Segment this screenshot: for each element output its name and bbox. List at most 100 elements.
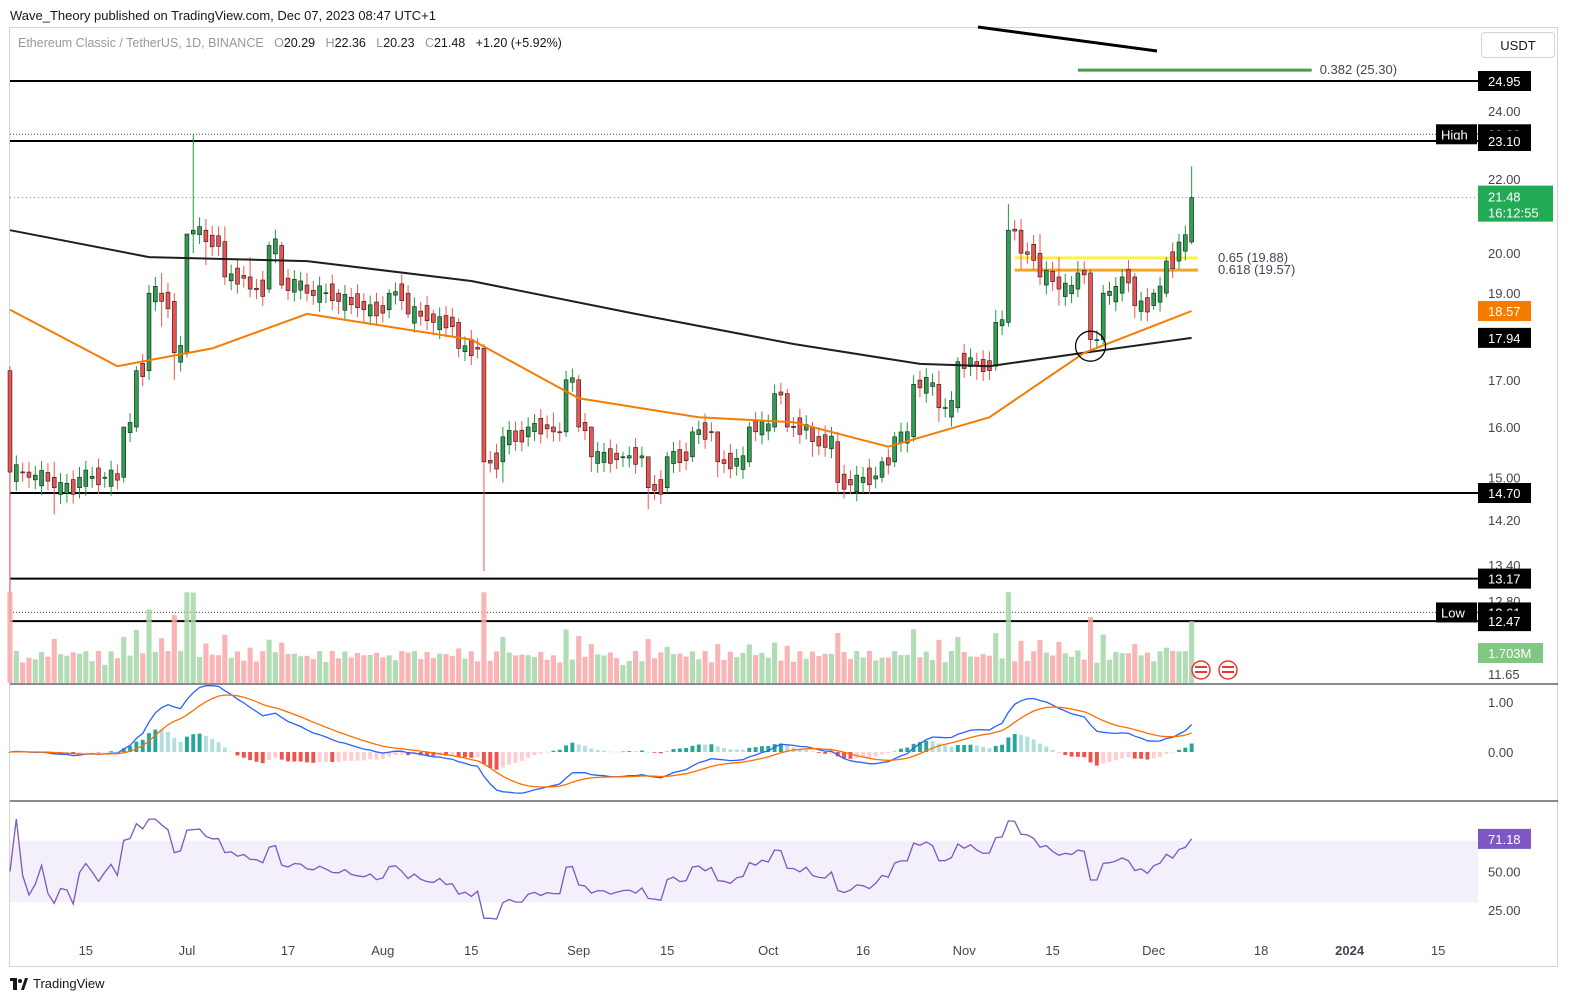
candle-body bbox=[677, 449, 683, 463]
candle-body bbox=[190, 229, 196, 235]
volume-bar bbox=[778, 660, 784, 683]
volume-bar bbox=[879, 657, 885, 683]
volume-bar bbox=[948, 651, 955, 683]
volume-bar bbox=[576, 636, 582, 683]
macd-histogram-bar bbox=[153, 729, 158, 752]
price-axis-tick: 24.00 bbox=[1488, 104, 1521, 119]
macd-histogram-bar bbox=[1120, 752, 1125, 759]
volume-bar bbox=[253, 661, 259, 683]
candle-body bbox=[311, 289, 316, 296]
volume-series bbox=[7, 592, 1195, 683]
macd-histogram-bar bbox=[513, 752, 518, 763]
macd-histogram-bar bbox=[759, 746, 764, 752]
rsi-axis-tick: 50.00 bbox=[1488, 865, 1521, 880]
candle-body bbox=[197, 226, 202, 235]
macd-histogram-bar bbox=[671, 749, 676, 752]
price-tag-label: 14.70 bbox=[1488, 486, 1521, 501]
macd-histogram-bar bbox=[557, 749, 562, 752]
tradingview-logo-icon bbox=[10, 977, 28, 990]
volume-bar bbox=[1005, 592, 1011, 683]
macd-histogram-bar bbox=[1113, 752, 1118, 761]
macd-histogram-bar bbox=[633, 751, 638, 752]
volume-bar bbox=[266, 639, 272, 683]
macd-histogram-bar bbox=[734, 749, 739, 752]
volume-bar bbox=[569, 659, 575, 683]
volume-bar bbox=[1170, 650, 1176, 683]
macd-histogram-bar bbox=[1069, 752, 1074, 757]
candle-body bbox=[1100, 292, 1106, 340]
time-axis-tick: 15 bbox=[79, 943, 93, 958]
volume-bar bbox=[765, 657, 771, 683]
volume-bar bbox=[866, 650, 872, 683]
volume-bar bbox=[1087, 617, 1094, 683]
volume-bar bbox=[753, 655, 759, 683]
candle-body bbox=[209, 234, 215, 248]
volume-bar bbox=[892, 651, 898, 683]
macd-histogram-bar bbox=[387, 752, 392, 757]
price-axis-tick: 15.00 bbox=[1488, 470, 1521, 485]
candle-body bbox=[77, 476, 82, 489]
volume-bar bbox=[1106, 659, 1113, 683]
candle-body bbox=[740, 455, 746, 470]
macd-histogram-bar bbox=[665, 750, 670, 752]
volume-bar bbox=[626, 661, 632, 683]
volume-bar bbox=[95, 650, 102, 683]
macd-histogram-bar bbox=[1139, 752, 1144, 759]
volume-bar bbox=[696, 659, 702, 683]
extreme-tag-box bbox=[1436, 124, 1477, 145]
ema-tag-box bbox=[1478, 300, 1531, 321]
candle-body bbox=[696, 429, 702, 435]
candle-body bbox=[14, 464, 19, 482]
volume-bar bbox=[1056, 641, 1062, 683]
candle-body bbox=[374, 301, 379, 317]
macd-histogram-bar bbox=[583, 745, 587, 752]
candle-body bbox=[386, 292, 392, 311]
price-axis-tick: 14.20 bbox=[1488, 513, 1521, 528]
candle-body bbox=[690, 431, 695, 458]
macd-histogram-bar bbox=[1170, 752, 1175, 753]
macd-histogram-bar bbox=[1044, 746, 1049, 752]
candle-body bbox=[797, 417, 803, 435]
candle-body bbox=[506, 430, 512, 446]
time-axis-tick: Oct bbox=[758, 943, 779, 958]
macd-histogram-bar bbox=[703, 744, 708, 752]
macd-histogram-bar bbox=[488, 752, 493, 768]
macd-histogram-bar bbox=[191, 734, 196, 752]
volume-bar bbox=[222, 634, 228, 683]
macd-histogram-bar bbox=[311, 752, 316, 763]
volume-bar bbox=[746, 644, 752, 683]
macd-histogram-bar bbox=[1031, 739, 1036, 752]
volume-bar bbox=[26, 657, 32, 683]
volume-bar bbox=[588, 644, 594, 683]
volume-bar bbox=[272, 652, 278, 683]
candle-body bbox=[993, 322, 999, 367]
macd-histogram-bar bbox=[342, 752, 347, 761]
candle-body bbox=[260, 279, 266, 297]
macd-histogram-bar bbox=[450, 752, 455, 756]
macd-histogram-bar bbox=[778, 743, 783, 752]
volume-bar bbox=[228, 657, 234, 683]
price-tag-label: 23.10 bbox=[1488, 134, 1521, 149]
volume-bar bbox=[1113, 651, 1119, 683]
macd-histogram-bar bbox=[374, 752, 379, 760]
ema-tag-label: 17.94 bbox=[1488, 331, 1521, 346]
time-axis-tick: 17 bbox=[281, 943, 295, 958]
macd-histogram-bar bbox=[279, 752, 284, 760]
candle-body bbox=[822, 434, 828, 448]
macd-histogram-bar bbox=[949, 746, 954, 752]
candle-body bbox=[1094, 339, 1100, 341]
macd-histogram-bar bbox=[90, 751, 95, 753]
candle-body bbox=[683, 451, 689, 461]
macd-histogram-bar bbox=[222, 747, 227, 752]
volume-bar bbox=[538, 651, 544, 683]
volume-bar bbox=[291, 653, 297, 683]
macd-histogram-bar bbox=[292, 752, 297, 762]
candle-body bbox=[747, 426, 752, 463]
volume-bar bbox=[967, 656, 974, 683]
candle-body bbox=[791, 425, 796, 428]
currency-button[interactable]: USDT bbox=[1481, 32, 1555, 58]
macd-histogram-bar bbox=[715, 746, 720, 752]
macd-histogram-bar bbox=[444, 752, 448, 756]
candle-body bbox=[64, 482, 70, 494]
